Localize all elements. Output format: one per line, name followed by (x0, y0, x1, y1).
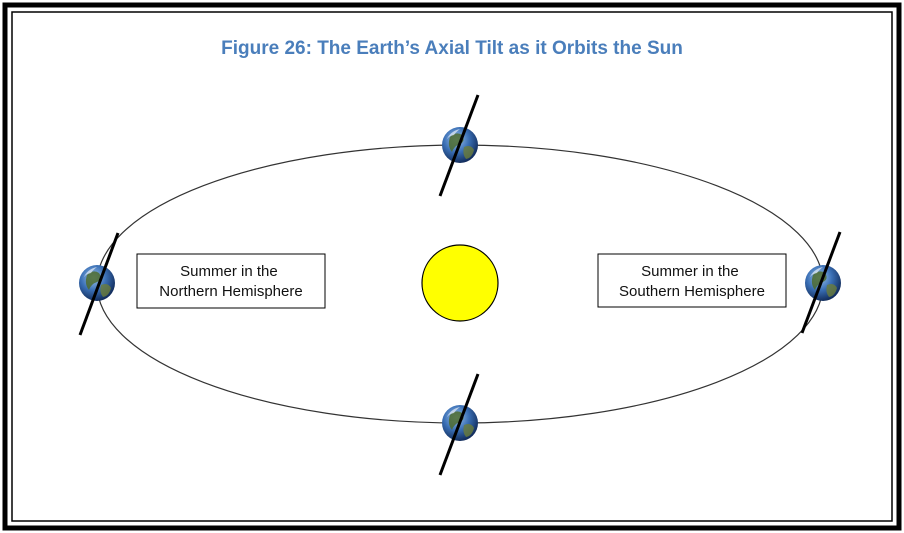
earth-right (802, 232, 841, 333)
earth-left (79, 233, 118, 335)
sun (422, 245, 498, 321)
label-line: Summer in the (641, 263, 739, 280)
figure: Figure 26: The Earth’s Axial Tilt as it … (0, 0, 904, 533)
label-line: Northern Hemisphere (159, 283, 302, 300)
earth-bottom (440, 374, 478, 475)
label-line: Southern Hemisphere (619, 283, 765, 300)
label-line: Summer in the (180, 263, 278, 280)
earth-top (440, 95, 478, 196)
figure-title: Figure 26: The Earth’s Axial Tilt as it … (221, 38, 683, 59)
